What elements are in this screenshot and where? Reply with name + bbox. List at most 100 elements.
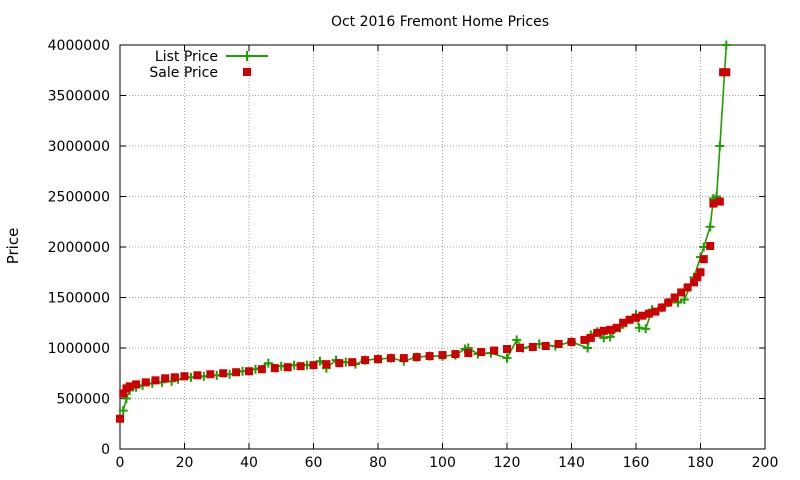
sale-price-marker: [599, 326, 608, 335]
x-tick-label: 20: [176, 455, 194, 471]
x-tick-label: 120: [494, 455, 521, 471]
sale-price-marker: [296, 362, 305, 371]
sale-price-marker: [696, 268, 705, 277]
list-price-marker: [263, 358, 273, 368]
list-price-marker: [715, 141, 725, 151]
x-tick-label: 0: [116, 455, 125, 471]
y-tick-label: 500000: [57, 392, 110, 408]
sale-price-marker: [586, 333, 595, 342]
sale-price-marker: [348, 358, 357, 367]
sale-price-marker: [161, 374, 170, 383]
sale-price-marker: [477, 348, 486, 357]
sale-price-marker: [335, 359, 344, 368]
sale-price-marker: [612, 323, 621, 332]
sale-price-marker: [644, 309, 653, 318]
chart-title: Oct 2016 Fremont Home Prices: [331, 14, 549, 30]
sale-price-marker: [132, 380, 141, 389]
x-tick-label: 40: [240, 455, 258, 471]
x-tick-label: 80: [369, 455, 387, 471]
sale-price-marker: [709, 199, 718, 208]
sale-price-marker: [322, 360, 331, 369]
sale-price-marker: [464, 349, 473, 358]
list-price-marker: [583, 343, 593, 353]
sale-price-marker: [567, 337, 576, 346]
list-price-marker: [705, 222, 715, 232]
sale-price-marker: [361, 356, 370, 365]
sale-price-marker: [503, 345, 511, 354]
legend-label-sale-price: Sale Price: [149, 65, 218, 81]
sale-price-marker: [180, 372, 189, 381]
y-tick-label: 2000000: [48, 240, 110, 256]
sale-price-marker: [270, 364, 279, 373]
y-tick-label: 1000000: [48, 341, 110, 357]
y-axis-label: Price: [4, 228, 22, 265]
sale-price-marker: [116, 414, 124, 423]
y-tick-label: 3500000: [48, 89, 110, 105]
list-price-marker: [679, 295, 689, 305]
sale-price-marker: [425, 352, 434, 361]
grid-lines: [120, 45, 765, 449]
axis-ticks: 0 500000 1000000 1500000 2000000 2500000 30000…: [48, 38, 779, 471]
sale-price-marker: [625, 315, 634, 324]
sale-price-marker: [638, 311, 647, 320]
sale-price-marker: [232, 368, 241, 377]
sale-price-marker: [309, 361, 318, 370]
series-layer: [116, 40, 731, 423]
sale-price-marker: [541, 341, 550, 350]
sale-price-marker: [632, 313, 640, 322]
x-tick-label: 180: [687, 455, 714, 471]
legend-label-list-price: List Price: [155, 49, 218, 65]
sale-price-marker: [490, 346, 499, 355]
sale-price-marker: [693, 273, 702, 282]
sale-price-marker: [374, 355, 382, 364]
sale-price-marker: [670, 293, 679, 302]
legend-marker-sale-price: [243, 68, 251, 76]
sale-price-marker: [580, 335, 589, 344]
sale-price-marker: [515, 344, 524, 352]
sale-price-marker: [170, 373, 179, 382]
list-price-marker: [118, 406, 128, 416]
sale-price-marker: [451, 350, 460, 359]
x-tick-label: 60: [305, 455, 323, 471]
y-tick-label: 2500000: [48, 190, 110, 206]
sale-price-marker: [651, 307, 660, 316]
sale-price-marker: [528, 342, 537, 351]
sale-price-marker: [141, 378, 150, 387]
list-price-marker: [634, 323, 644, 333]
sale-price-marker: [206, 370, 215, 379]
sale-price-marker: [722, 68, 731, 77]
y-tick-label: 1500000: [48, 291, 110, 307]
sale-price-marker: [386, 354, 395, 363]
y-tick-label: 0: [101, 442, 110, 458]
x-tick-label: 160: [623, 455, 650, 471]
y-tick-label: 3000000: [48, 139, 110, 155]
sale-price-marker: [219, 369, 228, 378]
list-price-marker: [641, 324, 651, 334]
sale-price-marker: [699, 255, 708, 264]
sale-price-marker: [119, 389, 128, 398]
sale-price-marker: [715, 197, 724, 206]
sale-price-marker: [664, 298, 673, 307]
sale-price-marker: [657, 303, 666, 312]
legend-marker-list-price: [242, 51, 252, 61]
list-price-marker: [512, 335, 522, 345]
sale-price-marker: [606, 325, 615, 334]
y-tick-label: 4000000: [48, 38, 110, 54]
list-price-marker: [599, 333, 609, 343]
sale-price-marker: [193, 371, 202, 380]
legend: List Price Sale Price: [149, 49, 268, 81]
sale-price-marker: [245, 367, 253, 376]
plot-frame: [119, 44, 766, 450]
sale-price-marker: [438, 351, 447, 360]
sale-price-marker: [683, 283, 692, 292]
x-tick-label: 100: [429, 455, 456, 471]
sale-price-marker: [706, 241, 715, 250]
sale-price-marker: [619, 318, 628, 327]
x-tick-label: 200: [752, 455, 779, 471]
sale-price-marker: [283, 363, 292, 372]
list-price-marker: [605, 332, 615, 342]
list-price-marker: [502, 353, 512, 363]
sale-price-marker: [690, 278, 699, 287]
list-price-marker: [721, 40, 731, 50]
